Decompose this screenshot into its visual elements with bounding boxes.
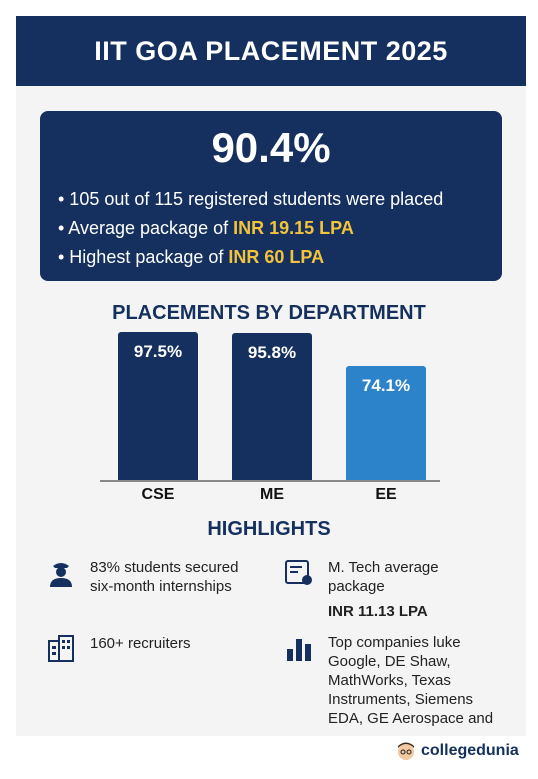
brand-name: collegedunia <box>421 742 519 759</box>
mtech-package-value: INR 11.13 LPA <box>328 603 428 620</box>
person-cap-icon <box>50 563 72 587</box>
highlight-mtech-package: M. Tech average package INR 11.13 LPA <box>284 558 439 621</box>
bar-value-label: 97.5% <box>133 342 183 361</box>
category-label-me: ME <box>260 486 284 503</box>
bar-value-label: 95.8% <box>247 343 297 362</box>
bar-cse: 97.5% <box>118 332 198 480</box>
highlight-recruiters: 160+ recruiters <box>46 633 190 663</box>
highlight-top-companies: Top companies luke Google, DE Shaw, Math… <box>284 633 493 728</box>
summary-box: 90.4% • 105 out of 115 registered studen… <box>40 111 502 281</box>
bar-value-label: 74.1% <box>361 376 411 395</box>
highlight-internships: 83% students secured six-month internshi… <box>46 558 238 596</box>
placement-percentage: 90.4% <box>211 124 331 171</box>
category-label-cse: CSE <box>141 486 175 503</box>
chart-baseline <box>100 480 440 482</box>
certificate-icon <box>285 560 312 585</box>
collegedunia-logo[interactable]: collegedunia <box>395 740 519 762</box>
highlights-title: HIGHLIGHTS <box>207 518 331 540</box>
bar-ee: 74.1% <box>346 366 426 480</box>
department-bar-chart: 97.5% 95.8% 74.1% <box>100 332 440 482</box>
page-title: IIT GOA PLACEMENT 2025 <box>94 35 448 66</box>
title-banner: IIT GOA PLACEMENT 2025 <box>16 16 526 86</box>
bar-chart-icon <box>287 639 311 661</box>
average-package-value: INR 19.15 LPA <box>233 218 354 238</box>
category-label-ee: EE <box>375 486 397 503</box>
department-section-title: PLACEMENTS BY DEPARTMENT <box>112 302 426 324</box>
building-icon <box>48 635 74 662</box>
summary-bullet-highest: • Highest package of INR 60 LPA <box>58 247 325 267</box>
summary-bullet-average: • Average package of INR 19.15 LPA <box>58 218 354 238</box>
highest-package-value: INR 60 LPA <box>228 247 325 267</box>
bar-me: 95.8% <box>232 333 312 480</box>
summary-bullet-placed: • 105 out of 115 registered students wer… <box>58 189 444 209</box>
mascot-icon <box>398 742 414 760</box>
